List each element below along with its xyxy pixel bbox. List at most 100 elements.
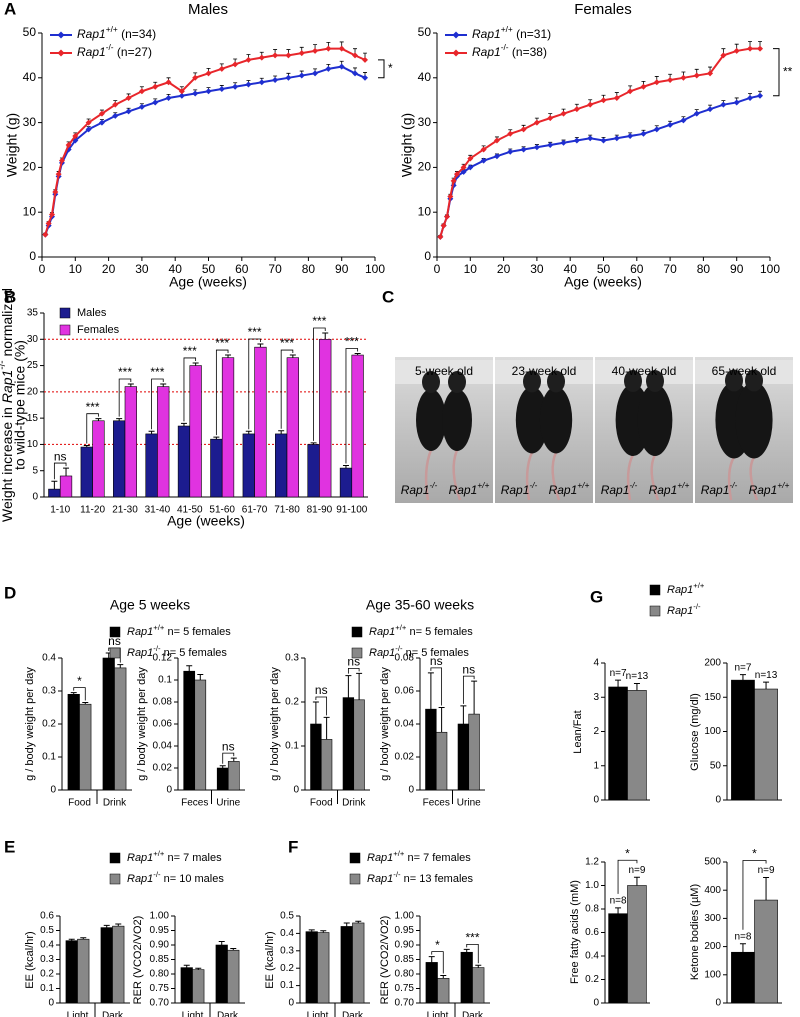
y-axis-label: g / body weight per day — [136, 667, 148, 781]
y-axis-label: g / body weight per day — [24, 667, 36, 781]
point — [152, 99, 159, 106]
point — [757, 45, 764, 52]
error-bar — [225, 354, 232, 358]
mouse-tail — [727, 456, 736, 501]
y-tick-label: 0.8 — [585, 904, 599, 915]
y-tick-label: 0.4 — [280, 928, 294, 939]
significance-label: ns — [315, 683, 328, 697]
bar — [754, 899, 778, 1004]
y-tick-label: 4 — [593, 658, 599, 669]
error-bar — [322, 332, 329, 340]
y-tick-label: 0 — [288, 998, 294, 1009]
x-tick-label: Drink — [342, 798, 366, 809]
y-tick-label: 0.90 — [150, 940, 170, 951]
y-tick-label: 15 — [27, 413, 39, 424]
bar — [113, 420, 126, 498]
y-tick-label: 0.06 — [395, 686, 415, 697]
point — [653, 126, 660, 133]
y-tick-label: 10 — [23, 204, 37, 218]
y-axis-label: EE (kcal/hr) — [264, 931, 276, 988]
point — [125, 108, 132, 115]
x-tick-label: 11-20 — [80, 505, 105, 516]
mouse-body — [539, 386, 573, 454]
error-bar — [63, 467, 70, 476]
bar — [194, 679, 207, 791]
bar — [114, 667, 127, 791]
legend-swatch — [351, 647, 363, 659]
mouse-tail — [551, 451, 561, 501]
legend-swatch — [109, 852, 121, 864]
photo-caption-band — [395, 360, 493, 384]
y-axis-label: Free fatty acids (mM) — [569, 880, 581, 984]
point — [533, 144, 540, 151]
point — [45, 220, 52, 227]
x-tick-label: Light — [67, 1011, 89, 1017]
point — [467, 155, 474, 162]
bar — [80, 446, 93, 498]
point — [298, 72, 305, 79]
photo-caption: 40-week old — [612, 364, 677, 378]
legend-label: Females — [77, 324, 120, 336]
text-part: n= 5 females — [406, 626, 473, 638]
text-part: -/- — [0, 360, 8, 369]
x-tick-label: 40 — [564, 262, 578, 276]
bar — [342, 697, 355, 791]
y-tick-label: 0 — [715, 795, 721, 806]
bar — [425, 962, 438, 1004]
mouse-tail — [749, 456, 759, 501]
point — [232, 61, 239, 68]
x-tick-label: 40 — [169, 262, 183, 276]
panel-label: E — [4, 837, 15, 856]
point — [192, 74, 199, 81]
legend-label: Rap1+/+ n= 7 males — [127, 849, 222, 864]
point — [325, 45, 332, 52]
point — [362, 74, 369, 81]
text-part: n= 5 females — [403, 647, 470, 659]
point — [443, 213, 450, 220]
bar — [100, 927, 113, 1004]
y-tick-label: 2 — [593, 726, 599, 737]
error-bar — [115, 923, 122, 927]
y-tick-label: 40 — [23, 70, 37, 84]
point — [667, 77, 674, 84]
significance-label: ** — [783, 64, 793, 78]
legend-marker — [452, 49, 460, 57]
y-tick-label: 0.5 — [40, 925, 54, 936]
legend-swatch — [649, 584, 661, 596]
bar — [340, 926, 353, 1004]
x-tick-label: Dark — [462, 1011, 484, 1017]
significance-label: ns — [430, 654, 443, 668]
series-line — [44, 65, 366, 235]
bar — [352, 922, 365, 1004]
y-tick-label: 0 — [715, 998, 721, 1009]
error-bar — [95, 418, 102, 421]
text-part: n= 5 females — [161, 647, 228, 659]
text-part: Rap1 — [472, 27, 501, 41]
photo-caption: 23-week old — [512, 364, 577, 378]
bar — [457, 723, 470, 791]
legend-swatch — [109, 873, 121, 885]
point — [720, 101, 727, 108]
point — [352, 52, 359, 59]
y-tick-label: 0.08 — [395, 653, 415, 664]
point — [312, 47, 319, 54]
y-tick-label: 0.2 — [42, 719, 56, 730]
point — [98, 110, 105, 117]
y-tick-label: 0 — [48, 998, 54, 1009]
significance-label: * — [625, 846, 630, 860]
y-tick-label: 20 — [418, 160, 432, 174]
bar — [472, 967, 485, 1004]
y-tick-label: 400 — [704, 885, 721, 896]
y-axis-label: Lean/Fat — [572, 710, 584, 753]
mouse-body — [442, 389, 472, 451]
x-tick-label: 70 — [663, 262, 677, 276]
point — [48, 211, 55, 218]
error-bar — [440, 974, 447, 979]
mouse-body — [416, 389, 446, 451]
bar — [242, 433, 255, 498]
text-part: +/+ — [153, 623, 165, 632]
y-tick-label: 1.00 — [150, 911, 170, 922]
text-part: Rap1 — [549, 483, 578, 497]
x-axis-label: Age (weeks) — [167, 513, 245, 529]
x-tick-label: 21-30 — [112, 505, 138, 516]
